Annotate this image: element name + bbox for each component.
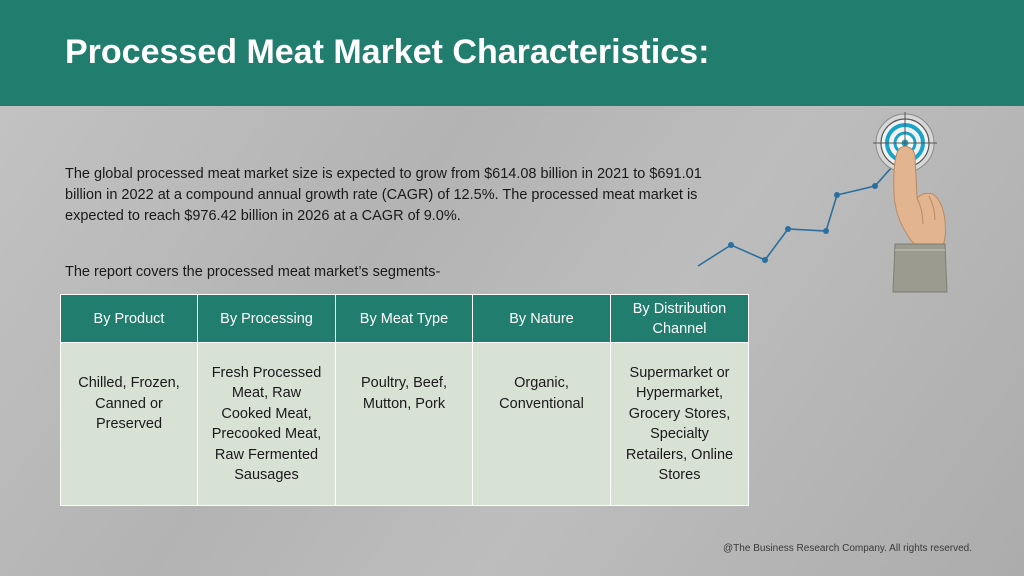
header-by-nature: By Nature <box>472 294 611 343</box>
pointing-hand-icon <box>892 145 948 293</box>
cell-by-nature: Organic, Conventional <box>472 342 611 506</box>
growth-line <box>697 157 901 267</box>
header-by-distribution-channel: By Distribution Channel <box>610 294 749 343</box>
copyright-footer: @The Business Research Company. All righ… <box>723 543 972 554</box>
intro-paragraph: The global processed meat market size is… <box>65 166 702 224</box>
cell-by-processing: Fresh Processed Meat, Raw Cooked Meat, P… <box>197 342 336 506</box>
growth-line-points <box>728 183 878 263</box>
header-by-product: By Product <box>60 294 198 343</box>
header-by-meat-type: By Meat Type <box>335 294 473 343</box>
growth-target-icon <box>697 112 948 293</box>
cell-by-meat-type: Poultry, Beef, Mutton, Pork <box>335 342 473 506</box>
cell-by-distribution-channel: Supermarket or Hypermarket, Grocery Stor… <box>610 342 749 506</box>
page-title: Processed Meat Market Characteristics: <box>65 33 710 71</box>
table-header-row: By Product By Processing By Meat Type By… <box>60 294 749 343</box>
segments-intro-text: The report covers the processed meat mar… <box>65 264 441 280</box>
cell-by-product: Chilled, Frozen, Canned or Preserved <box>60 342 198 506</box>
segments-table: By Product By Processing By Meat Type By… <box>60 294 749 506</box>
table-row: Chilled, Frozen, Canned or Preserved Fre… <box>60 342 749 506</box>
header-by-processing: By Processing <box>197 294 336 343</box>
header-bar: Processed Meat Market Characteristics: <box>0 0 1024 106</box>
